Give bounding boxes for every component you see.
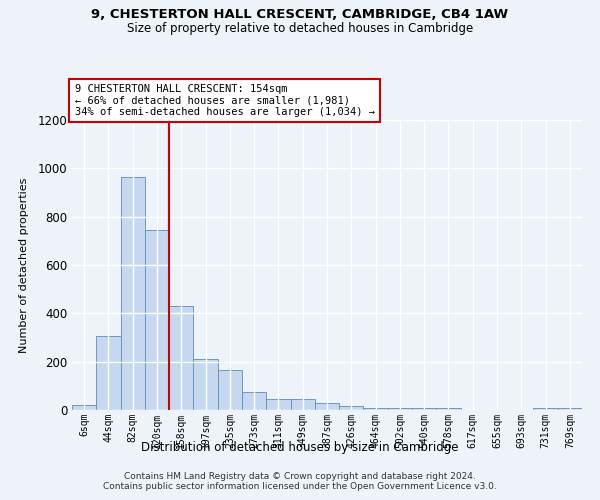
Bar [193,359,218,410]
Bar [558,408,582,410]
Bar [242,392,266,410]
Text: Size of property relative to detached houses in Cambridge: Size of property relative to detached ho… [127,22,473,35]
Bar [412,408,436,410]
Text: Contains HM Land Registry data © Crown copyright and database right 2024.: Contains HM Land Registry data © Crown c… [124,472,476,481]
Text: 9 CHESTERTON HALL CRESCENT: 154sqm
← 66% of detached houses are smaller (1,981)
: 9 CHESTERTON HALL CRESCENT: 154sqm ← 66%… [74,84,374,117]
Bar [96,336,121,410]
Y-axis label: Number of detached properties: Number of detached properties [19,178,29,352]
Bar [218,370,242,410]
Bar [315,403,339,410]
Bar [72,405,96,410]
Bar [145,230,169,410]
Bar [266,399,290,410]
Bar [388,408,412,410]
Bar [533,408,558,410]
Bar [436,408,461,410]
Bar [339,406,364,410]
Bar [290,399,315,410]
Text: Distribution of detached houses by size in Cambridge: Distribution of detached houses by size … [141,441,459,454]
Bar [121,177,145,410]
Bar [169,306,193,410]
Bar [364,408,388,410]
Text: Contains public sector information licensed under the Open Government Licence v3: Contains public sector information licen… [103,482,497,491]
Text: 9, CHESTERTON HALL CRESCENT, CAMBRIDGE, CB4 1AW: 9, CHESTERTON HALL CRESCENT, CAMBRIDGE, … [91,8,509,20]
